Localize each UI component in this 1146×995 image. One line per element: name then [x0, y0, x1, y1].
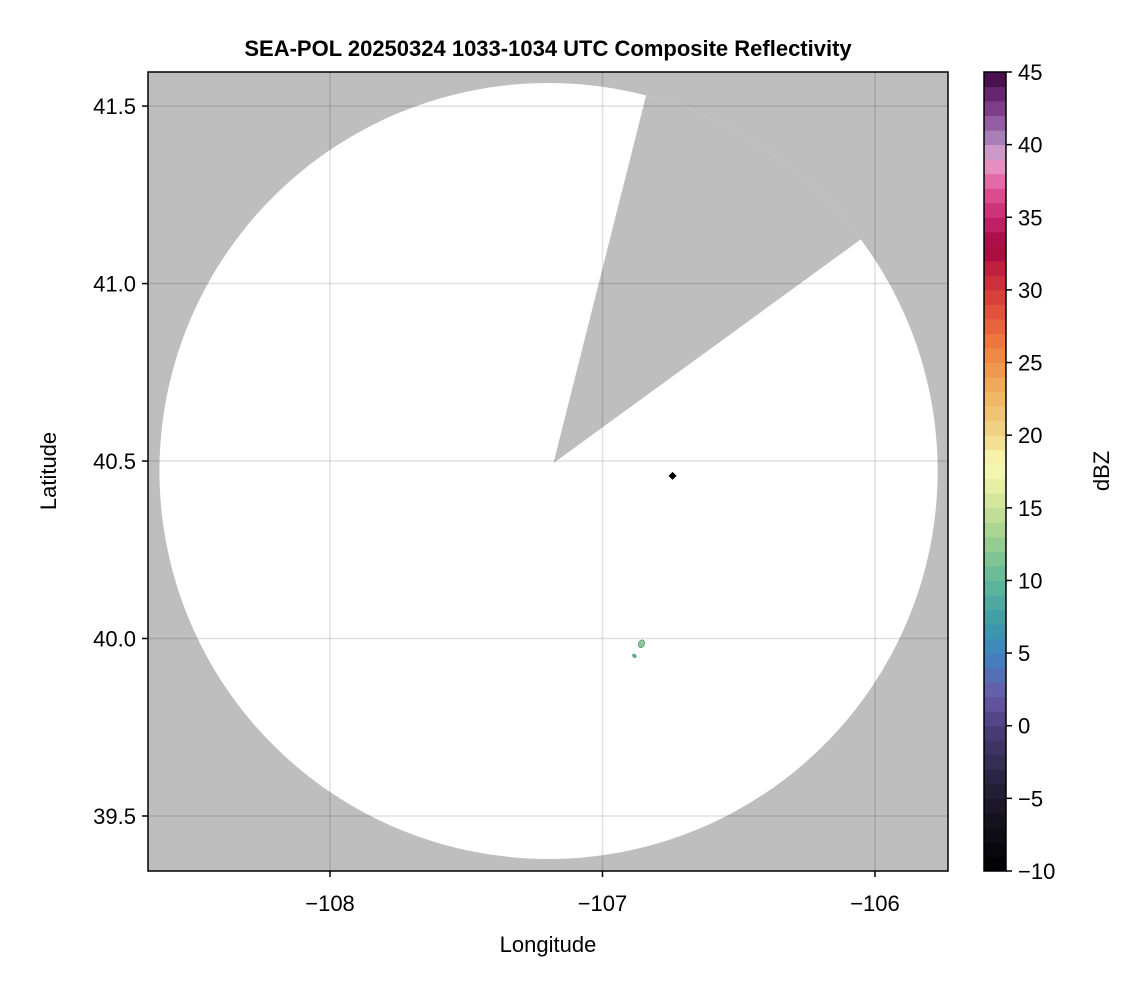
colorbar-bin	[984, 856, 1006, 872]
colorbar-bin	[984, 435, 1006, 451]
colorbar-bin	[984, 173, 1006, 189]
colorbar-bin	[984, 464, 1006, 480]
colorbar-bin	[984, 377, 1006, 393]
colorbar-bin	[984, 362, 1006, 378]
colorbar-tick-label: −10	[1018, 859, 1055, 884]
colorbar-bin	[984, 202, 1006, 218]
colorbar-bin	[984, 812, 1006, 828]
colorbar-bin	[984, 522, 1006, 538]
colorbar-bin	[984, 609, 1006, 625]
colorbar-bin	[984, 478, 1006, 494]
reflectivity-echo	[632, 653, 637, 658]
colorbar-bin	[984, 536, 1006, 552]
colorbar-bin	[984, 420, 1006, 436]
colorbar-bin	[984, 130, 1006, 146]
colorbar-bin	[984, 217, 1006, 233]
colorbar-tick-label: 5	[1018, 641, 1030, 666]
colorbar-bin	[984, 333, 1006, 349]
x-tick-label: −108	[305, 891, 355, 916]
colorbar-bin	[984, 594, 1006, 611]
colorbar-bin	[984, 101, 1006, 117]
colorbar-label: dBZ	[1089, 451, 1114, 491]
x-axis-label: Longitude	[500, 932, 597, 957]
colorbar-bin	[984, 711, 1006, 727]
colorbar-bin	[984, 827, 1006, 843]
colorbar-bin	[984, 493, 1006, 509]
colorbar-bin	[984, 275, 1006, 291]
colorbar-bin	[984, 86, 1006, 102]
colorbar-bin	[984, 115, 1006, 131]
colorbar-bin	[984, 260, 1006, 276]
axes: −108 −107 −106 39.5 40.0 40.5 41.0 41.5	[93, 71, 949, 916]
colorbar-bin	[984, 551, 1006, 567]
colorbar-tick-label: 15	[1018, 496, 1042, 521]
colorbar-bin	[984, 841, 1006, 857]
colorbar-tick-label: 35	[1018, 205, 1042, 230]
colorbar-bin	[984, 188, 1006, 204]
colorbar-bin	[984, 304, 1006, 320]
x-tick-label: −107	[578, 891, 628, 916]
colorbar-tick-label: 0	[1018, 714, 1030, 739]
chart-title: SEA-POL 20250324 1033-1034 UTC Composite…	[244, 36, 852, 61]
colorbar-tick-label: 10	[1018, 568, 1042, 593]
colorbar-bin	[984, 565, 1006, 581]
colorbar-bin	[984, 667, 1006, 683]
x-tick-label: −106	[850, 891, 900, 916]
colorbar-tick-label: 25	[1018, 351, 1042, 376]
y-tick-label: 41.5	[93, 94, 136, 119]
colorbar-bin	[984, 72, 1006, 88]
plot-frame	[147, 71, 949, 872]
y-tick-label: 40.0	[93, 627, 136, 652]
reflectivity-echo	[637, 639, 645, 648]
plot-area	[148, 72, 948, 871]
colorbar-bin	[984, 348, 1006, 364]
y-tick-label: 41.0	[93, 272, 136, 297]
colorbar-bin	[984, 798, 1006, 814]
colorbar-bin	[984, 159, 1006, 175]
y-tick-label: 40.5	[93, 449, 136, 474]
colorbar-bin	[984, 740, 1006, 756]
colorbar-bin	[984, 318, 1006, 334]
colorbar-bin	[984, 507, 1006, 523]
plot-content	[148, 72, 948, 871]
colorbar-bin	[984, 289, 1006, 305]
colorbar-bin	[984, 246, 1006, 262]
colorbar-tick-label: 30	[1018, 278, 1042, 303]
colorbar-tick-label: 20	[1018, 423, 1042, 448]
colorbar-tick-label: 45	[1018, 60, 1042, 85]
colorbar-bin	[984, 580, 1006, 596]
colorbar-tick-label: −5	[1018, 786, 1043, 811]
colorbar-bin	[984, 406, 1006, 422]
colorbar-bin	[984, 653, 1006, 669]
y-axis-label: Latitude	[36, 432, 61, 510]
colorbar-bin	[984, 231, 1006, 247]
colorbar-frame	[983, 71, 1007, 872]
colorbar-bin	[984, 624, 1006, 640]
radar-location-marker	[668, 471, 677, 480]
colorbar-bin	[984, 449, 1006, 465]
colorbar-bin	[984, 682, 1006, 698]
colorbar-bin	[984, 696, 1006, 712]
colorbar-bin	[984, 638, 1006, 654]
y-tick-label: 39.5	[93, 804, 136, 829]
colorbar-bin	[984, 754, 1006, 770]
colorbar-bin	[984, 144, 1006, 160]
colorbar: −10 −5 0 5 10 15 20 25 30 35 40 45	[983, 60, 1055, 884]
colorbar-bin	[984, 783, 1006, 799]
colorbar-bin	[984, 391, 1006, 407]
colorbar-bin	[984, 769, 1006, 785]
colorbar-tick-label: 40	[1018, 133, 1042, 158]
colorbar-bin	[984, 725, 1006, 741]
